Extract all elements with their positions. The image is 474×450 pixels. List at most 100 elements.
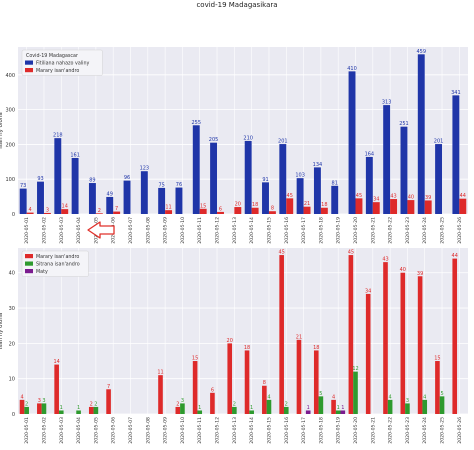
x-tick-label: 2020-05-06 [111, 417, 117, 444]
bar-value-label: 4 [423, 394, 426, 400]
bar-value-label: 34 [365, 288, 371, 294]
bar [158, 375, 163, 414]
bar [365, 293, 371, 414]
bar [268, 211, 276, 214]
y-tick-label: 300 [5, 108, 15, 114]
y-axis-label: Isan'ny olona [0, 112, 4, 148]
bar-value-label: 1 [77, 405, 80, 411]
bar [348, 255, 354, 414]
bar [320, 207, 328, 214]
bar-value-label: 40 [400, 267, 406, 273]
bar [140, 171, 148, 214]
bar [383, 105, 391, 214]
bar-value-label: 15 [434, 356, 440, 362]
bar [424, 200, 432, 214]
bar-value-label: 73 [20, 183, 26, 189]
bar-value-label: 2 [94, 401, 97, 407]
bar-value-label: 6 [219, 206, 222, 212]
x-tick-label: 2020-05-24 [422, 417, 428, 444]
bar [37, 403, 42, 414]
bar [244, 350, 250, 414]
bar [88, 406, 94, 414]
bar-value-label: 1 [337, 405, 340, 411]
bar-value-label: 4 [267, 394, 270, 400]
bar [400, 272, 406, 414]
x-tick-label: 2020-05-16 [284, 217, 290, 244]
x-tick-label: 2020-05-18 [318, 417, 324, 444]
bar-value-label: 44 [460, 193, 466, 199]
bar-value-label: 43 [382, 257, 388, 263]
bar [353, 371, 358, 414]
bar-value-label: 45 [278, 250, 284, 256]
y-tick-label: 20 [9, 341, 15, 347]
legend-entry: Sitrana isan'andro [36, 262, 80, 268]
x-tick-label: 2020-05-09 [163, 217, 169, 244]
x-tick-label: 2020-05-11 [197, 417, 203, 444]
bar-value-label: 1 [60, 405, 63, 411]
bar [296, 339, 302, 414]
bar [24, 406, 29, 414]
bar-value-label: 75 [158, 182, 164, 188]
bar [283, 406, 289, 414]
bar [305, 410, 311, 414]
bar-value-label: 134 [313, 162, 323, 168]
bar-value-label: 2 [176, 401, 179, 407]
bar-value-label: 11 [157, 370, 163, 376]
legend-swatch [25, 254, 33, 259]
y-tick-label: 40 [9, 271, 15, 277]
x-tick-label: 2020-05-08 [145, 217, 151, 244]
bar [303, 206, 311, 214]
bar-value-label: 43 [390, 194, 396, 200]
bar-value-label: 1 [198, 405, 201, 411]
x-tick-label: 2020-05-25 [440, 417, 446, 444]
bar [452, 95, 460, 214]
bar [459, 198, 467, 214]
x-tick-label: 2020-05-02 [41, 217, 47, 244]
arrow-annotation [87, 221, 115, 239]
bar-value-label: 21 [296, 334, 302, 340]
bar [61, 209, 69, 214]
plot-area [18, 248, 468, 414]
x-tick-label: 2020-05-20 [353, 217, 359, 244]
x-tick-label: 2020-05-13 [232, 217, 238, 244]
x-tick-label: 2020-05-23 [405, 417, 411, 444]
x-tick-label: 2020-05-08 [145, 417, 151, 444]
bar [383, 262, 388, 414]
y-tick-label: 100 [5, 177, 15, 183]
x-tick-label: 2020-05-03 [59, 217, 65, 244]
bar [192, 125, 200, 214]
bar-value-label: 40 [408, 195, 414, 201]
bar-value-label: 20 [227, 338, 233, 344]
x-tick-label: 2020-05-26 [457, 217, 463, 244]
x-tick-label: 2020-05-02 [41, 417, 47, 444]
y-axis-label: Isan'ny olona [0, 313, 4, 349]
bar-value-label: 8 [271, 206, 274, 212]
bar-value-label: 12 [352, 366, 358, 372]
x-tick-label: 2020-05-07 [128, 417, 134, 444]
bar-value-label: 44 [452, 253, 458, 259]
x-tick-label: 2020-05-26 [457, 417, 463, 444]
legend-box [21, 250, 89, 277]
bar [54, 138, 62, 214]
bar [372, 202, 380, 214]
legend-box [21, 49, 103, 76]
bar-value-label: 89 [89, 178, 95, 184]
bar [217, 211, 224, 214]
x-tick-label: 2020-05-21 [370, 417, 376, 444]
bar [180, 403, 185, 414]
x-tick-label: 2020-05-14 [249, 217, 255, 244]
bar [331, 185, 339, 214]
x-tick-label: 2020-05-12 [215, 417, 221, 444]
x-tick-label: 2020-05-22 [388, 417, 394, 444]
bar [417, 276, 423, 414]
bar [335, 410, 341, 414]
bar [210, 142, 218, 214]
bar [210, 392, 215, 414]
x-tick-label: 2020-05-03 [59, 417, 65, 444]
bar-value-label: 49 [107, 191, 113, 197]
x-tick-label: 2020-05-04 [76, 417, 82, 444]
bar-value-label: 6 [211, 387, 214, 393]
bar-value-label: 3 [181, 398, 184, 404]
bar [266, 399, 272, 414]
bar-value-label: 4 [332, 394, 335, 400]
